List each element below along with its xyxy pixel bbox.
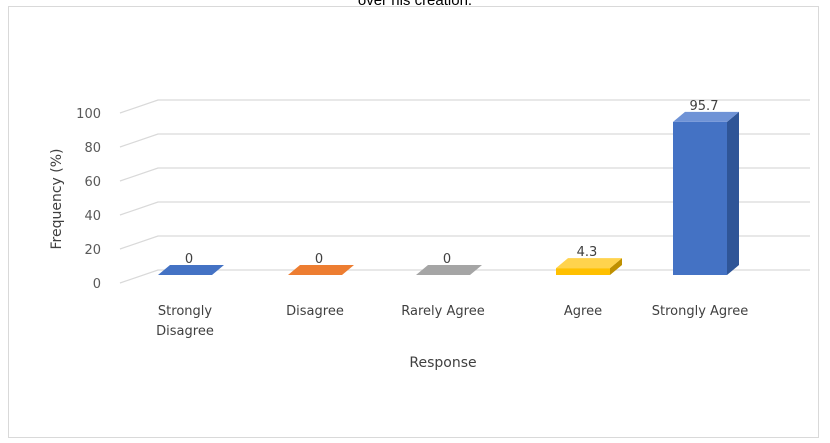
gridline (119, 133, 810, 148)
bars (158, 111, 739, 275)
data-label: 95.7 (690, 99, 719, 114)
x-tick-labels: Strongly Disagree Disagree Rarely Agree Agre… (156, 304, 748, 339)
y-tick-label: 40 (84, 209, 101, 224)
y-tick-label: 60 (84, 175, 101, 190)
gridline (119, 235, 810, 250)
y-tick-label: 80 (84, 141, 101, 156)
x-tick-label: Strongly Disagree (156, 304, 214, 339)
gridline (119, 167, 810, 182)
data-label: 0 (315, 252, 323, 267)
data-label: 0 (185, 252, 193, 267)
y-tick-label: 100 (76, 107, 101, 122)
bar-front (556, 268, 610, 275)
data-label: 4.3 (577, 245, 598, 260)
bar-top (158, 265, 224, 275)
x-tick-label: Disagree (286, 304, 344, 319)
bar-top (416, 265, 482, 275)
bar-front (673, 121, 727, 275)
gridline (119, 99, 810, 114)
y-tick-label: 20 (84, 243, 101, 258)
x-axis-title: Response (409, 355, 476, 371)
x-tick-label: Rarely Agree (401, 304, 484, 319)
bar-top (288, 265, 354, 275)
x-tick-label: Agree (564, 304, 602, 319)
data-labels: 0 0 0 4.3 95.7 (185, 99, 719, 267)
y-tick-label: 0 (93, 277, 101, 292)
x-tick-label: Strongly Agree (652, 304, 749, 319)
data-label: 0 (443, 252, 451, 267)
bar-side (610, 258, 622, 275)
bar-top (556, 258, 622, 269)
chart-title: over his creation. (357, 0, 473, 9)
bar-side (727, 111, 739, 275)
y-axis-title: Frequency (%) (49, 148, 65, 249)
y-tick-labels: 0 20 40 60 80 100 (76, 107, 101, 292)
bar-top (673, 111, 739, 122)
gridline (119, 201, 810, 216)
